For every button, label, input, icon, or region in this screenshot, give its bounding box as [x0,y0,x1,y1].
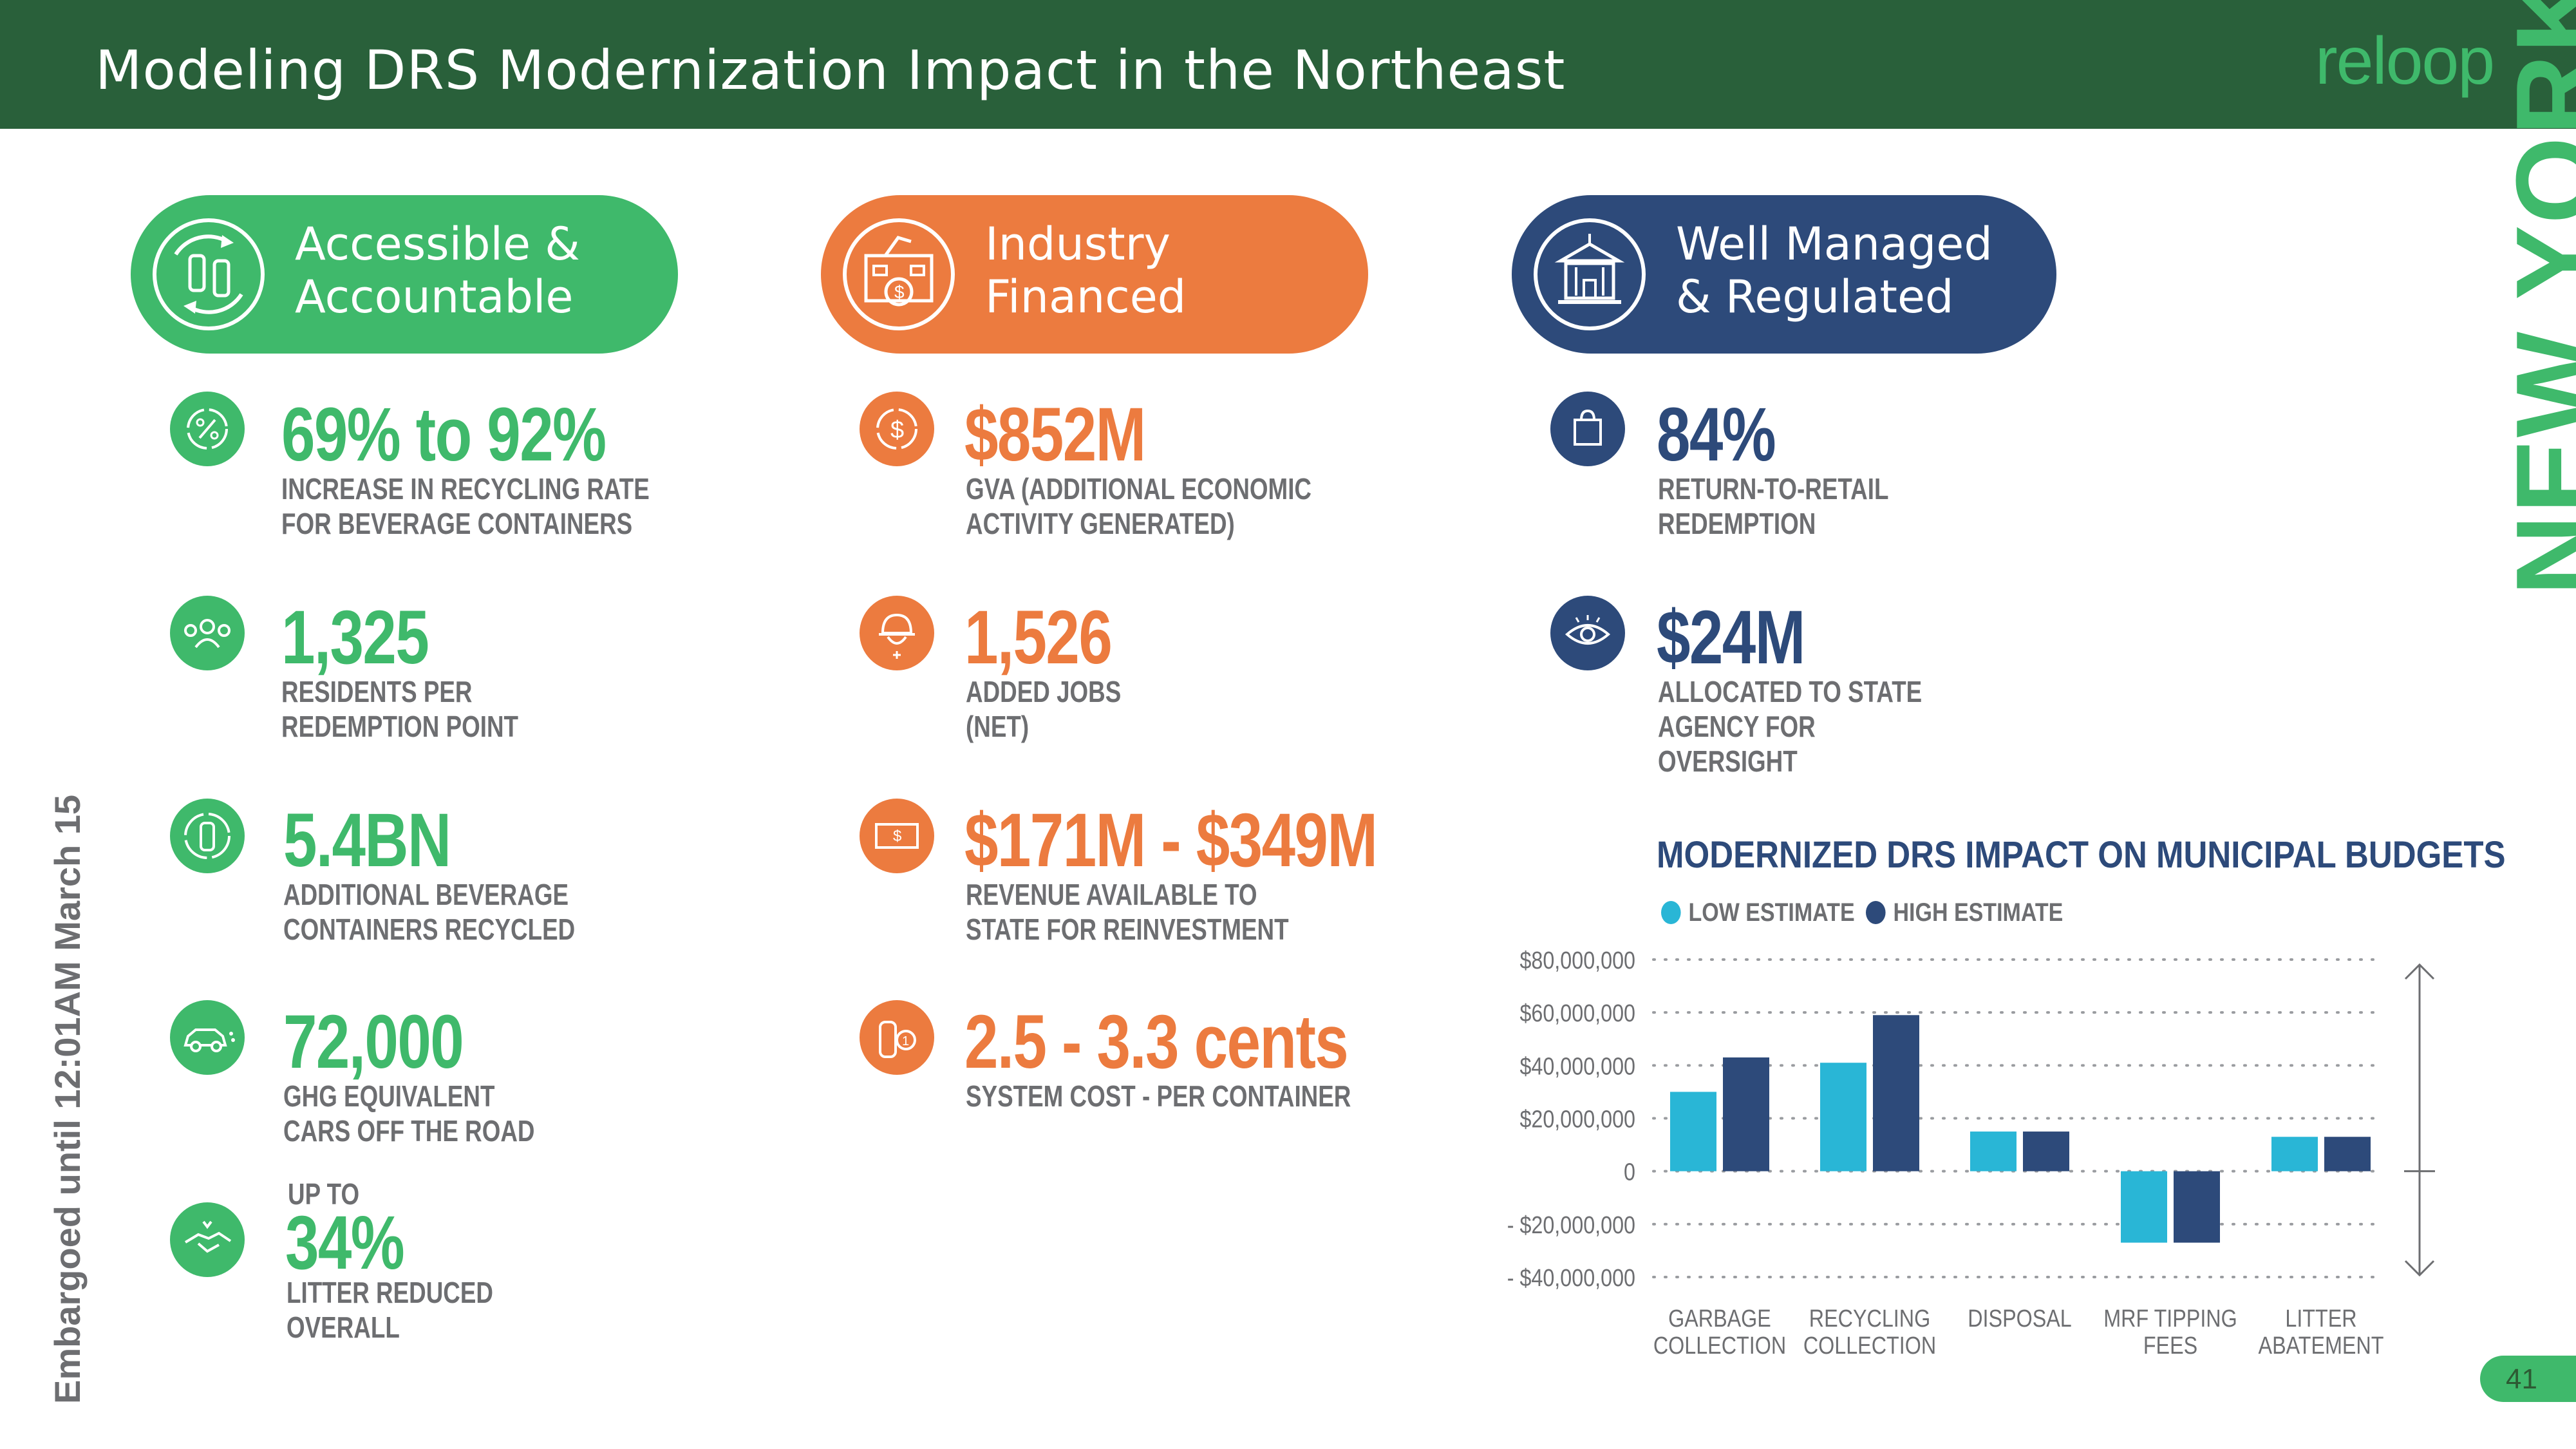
page-title: Modeling DRS Modernization Impact in the… [95,39,1566,102]
legend-high-swatch [1866,901,1886,924]
chart-bar [1670,1092,1716,1171]
car-icon [170,1000,245,1075]
stat-jobs: 1,526 [964,595,1113,680]
axis-arrow-up [2404,963,2435,980]
x-tick-label: FEES [2143,1332,2197,1359]
header-bar: Modeling DRS Modernization Impact in the… [0,0,2576,129]
pillar-label: Industry Financed [985,218,1187,323]
stat-label: ALLOCATED TO STATE AGENCY FOR OVERSIGHT [1658,675,1923,778]
stat-label: INCREASE IN RECYCLING RATE FOR BEVERAGE C… [281,472,650,540]
people-group-icon [170,596,245,670]
stat-recycling-rate: 69% to 92% [281,392,606,477]
stat-revenue: $171M - $349M [964,798,1378,883]
pillar-label: Accessible & Accountable [295,218,580,323]
handshake-icon [170,1202,245,1277]
legend-low: LOW ESTIMATE [1661,898,1855,927]
pillar-industry: $ Industry Financed [821,195,1368,354]
y-tick-label: $40,000,000 [1519,1053,1635,1080]
reloop-logo: reloop [2315,27,2495,99]
stat-label: RESIDENTS PER REDEMPTION POINT [281,675,519,743]
percent-cycle-icon [170,392,245,466]
savings-label: SAVINGS [2445,958,2447,1048]
chart-bar [2324,1137,2371,1171]
chart-title: MODERNIZED DRS IMPACT ON MUNICIPAL BUDGE… [1657,834,2506,876]
y-tick-label: - $40,000,000 [1507,1265,1635,1292]
state-label: NEW YORK [2492,0,2576,596]
stat-label: RETURN-TO-RETAIL REDEMPTION [1658,472,1889,540]
stat-system-cost: 2.5 - 3.3 cents [964,999,1349,1084]
chart-bar [1873,1015,1919,1171]
stat-label: GVA (ADDITIONAL ECONOMIC ACTIVITY GENERAT… [966,472,1312,540]
svg-text:$: $ [893,828,901,845]
svg-text:$: $ [890,417,904,444]
y-tick-label: $60,000,000 [1519,1000,1635,1027]
chart-bar [2023,1132,2069,1171]
recycle-bottles-icon [153,218,265,330]
stat-label: SYSTEM COST - PER CONTAINER [966,1079,1351,1113]
x-tick-label: ABATEMENT [2259,1332,2384,1359]
x-tick-label: DISPOSAL [1968,1305,2072,1332]
stat-prefix: UP TO [288,1177,360,1211]
chart-bar [2271,1137,2318,1171]
dollar-cycle-icon: $ [860,392,934,466]
stat-label: REVENUE AVAILABLE TO STATE FOR REINVESTME… [966,878,1289,946]
x-tick-label: RECYCLING [1809,1305,1930,1332]
worker-hardhat-icon [860,596,934,670]
pillar-label: Well Managed & Regulated [1676,218,1993,323]
stat-label: GHG EQUIVALENT CARS OFF THE ROAD [283,1079,535,1148]
y-tick-label: $80,000,000 [1519,947,1635,974]
x-tick-label: COLLECTION [1653,1332,1786,1359]
stat-litter: 34% [285,1200,405,1285]
svg-text:reloop: reloop [2315,27,2494,99]
stat-cars: 72,000 [283,999,464,1084]
y-tick-label: - $20,000,000 [1507,1211,1635,1238]
svg-text:$: $ [894,282,905,302]
axis-arrow-down [2404,1260,2435,1277]
stat-label: ADDITIONAL BEVERAGE CONTAINERS RECYCLED [283,878,576,946]
pillar-managed: Well Managed & Regulated [1512,195,2056,354]
shopping-bag-icon [1550,392,1625,466]
chart-bar [1723,1057,1769,1171]
x-tick-label: GARBAGE [1668,1305,1771,1332]
x-tick-label: MRF TIPPING [2103,1305,2237,1332]
y-tick-label: $20,000,000 [1519,1106,1635,1133]
municipal-budget-chart: $80,000,000 $60,000,000 $40,000,000 $20,000… [1507,947,2447,1359]
embargo-notice: Embargoed until 12:01AM March 15 [47,794,88,1404]
stat-containers: 5.4BN [283,798,451,883]
government-building-icon [1534,218,1646,330]
banknote-icon: $ [860,799,934,873]
svg-text:1: 1 [902,1034,909,1048]
factory-money-icon: $ [843,218,955,330]
stat-label: ADDED JOBS (NET) [966,675,1122,743]
stat-residents: 1,325 [281,595,429,680]
bottle-cycle-icon [170,799,245,873]
eye-icon [1550,596,1625,670]
pillar-accessible: Accessible & Accountable [131,195,678,354]
stat-return-to-retail: 84% [1657,392,1776,477]
chart-bar [1820,1063,1866,1171]
page-number: 41 [2480,1356,2576,1402]
x-tick-label: LITTER [2285,1305,2356,1332]
chart-bar [1970,1132,2017,1171]
chart-bar [2174,1171,2220,1243]
bottle-coin-icon: 1 [860,1000,934,1075]
y-tick-label: 0 [1624,1159,1635,1186]
budget-label: BUDGET [2445,1197,2447,1284]
chart-bar [2121,1171,2167,1243]
stat-oversight-budget: $24M [1657,595,1805,680]
stat-gva: $852M [964,392,1146,477]
x-tick-label: COLLECTION [1803,1332,1936,1359]
stat-label: LITTER REDUCED OVERALL [287,1276,493,1344]
legend-low-swatch [1661,901,1681,924]
legend-high: HIGH ESTIMATE [1866,898,2063,927]
